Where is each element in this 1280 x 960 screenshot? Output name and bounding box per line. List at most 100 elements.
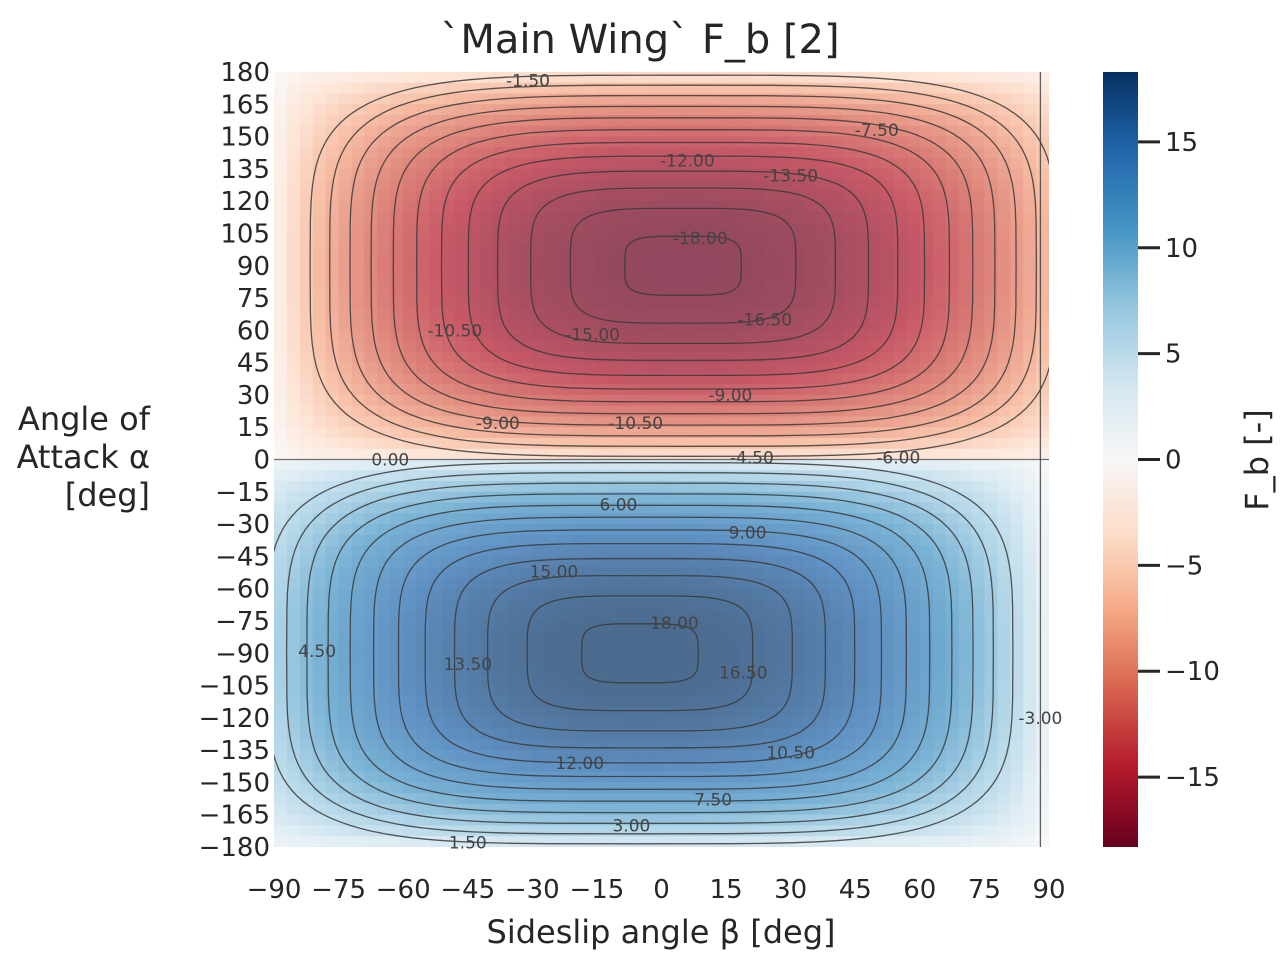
heatmap-cell (919, 427, 934, 439)
heatmap-cell (713, 222, 727, 235)
heatmap-cell (984, 265, 998, 278)
heatmap-cell (351, 534, 366, 547)
heatmap-cell (687, 330, 701, 342)
heatmap-cell (648, 394, 663, 407)
heatmap-cell (299, 491, 314, 504)
heatmap-cell (739, 545, 753, 557)
heatmap-cell (454, 620, 469, 633)
heatmap-cell (480, 427, 495, 439)
heatmap-cell (816, 513, 831, 525)
heatmap-cell (932, 211, 947, 224)
heatmap-cell (493, 287, 508, 299)
heatmap-cell (286, 104, 301, 116)
heatmap-cell (454, 362, 469, 374)
heatmap-cell (635, 825, 650, 837)
heatmap-cell (1036, 728, 1049, 740)
contour-line-positive (526, 595, 754, 712)
heatmap-cell (558, 373, 572, 385)
heatmap-cell (286, 513, 301, 525)
heatmap-cell (351, 136, 366, 148)
heatmap-cell (635, 362, 650, 374)
heatmap-cell (441, 319, 456, 331)
heatmap-cell (855, 416, 869, 428)
heatmap-cell (842, 158, 856, 170)
heatmap-cell (842, 491, 856, 504)
heatmap-cell (855, 674, 869, 687)
heatmap-cell (790, 481, 805, 493)
heatmap-cell (1036, 513, 1049, 525)
heatmap-cell (493, 717, 508, 730)
x-tick-label: −90 (247, 875, 302, 905)
heatmap-cell (855, 265, 869, 278)
heatmap-cell (609, 276, 624, 288)
heatmap-cell (312, 416, 327, 428)
heatmap-cell (274, 750, 288, 762)
heatmap-cell (932, 233, 947, 245)
heatmap-cell (429, 427, 443, 439)
heatmap-cell (596, 298, 611, 310)
y-tick-label: 120 (220, 187, 270, 217)
heatmap-cell (687, 265, 701, 278)
heatmap-cell (803, 93, 818, 105)
heatmap-cell (429, 93, 443, 105)
heatmap-cell (829, 179, 843, 191)
heatmap-cell (881, 362, 895, 374)
heatmap-cell (622, 782, 637, 794)
heatmap-cell (1023, 416, 1037, 428)
heatmap-cell (558, 836, 572, 847)
heatmap-cell (377, 836, 391, 847)
heatmap-cell (932, 588, 947, 601)
heatmap-cell (286, 427, 301, 439)
heatmap-cell (997, 362, 1011, 374)
heatmap-cell (403, 104, 417, 116)
heatmap-cell (661, 190, 676, 202)
heatmap-cell (493, 491, 508, 504)
heatmap-cell (829, 491, 843, 504)
heatmap-cell (351, 664, 366, 676)
heatmap-cell (584, 287, 598, 299)
heatmap-cell (286, 825, 301, 837)
heatmap-cell (506, 836, 521, 847)
heatmap-cell (751, 362, 766, 374)
heatmap-cell (480, 373, 495, 385)
heatmap-cell (661, 158, 676, 170)
heatmap-cell (274, 588, 288, 601)
heatmap-cell (739, 427, 753, 439)
heatmap-cell (803, 728, 818, 740)
heatmap-cell (467, 696, 482, 708)
heatmap-cell (364, 136, 378, 148)
heatmap-cell (519, 599, 533, 611)
heatmap-cell (881, 276, 895, 288)
heatmap-cell (829, 836, 843, 847)
heatmap-cell (739, 653, 753, 665)
heatmap-cell (764, 93, 779, 105)
heatmap-cell (816, 168, 831, 181)
heatmap-cell (906, 836, 921, 847)
heatmap-cell (325, 362, 340, 374)
heatmap-cell (816, 750, 831, 762)
heatmap-cell (932, 330, 947, 342)
heatmap-cell (1010, 448, 1024, 461)
heatmap-cell (1010, 125, 1024, 138)
heatmap-cell (906, 351, 921, 364)
heatmap-cell (803, 254, 818, 267)
heatmap-cell (558, 276, 572, 288)
heatmap-cell (558, 136, 572, 148)
heatmap-cell (286, 803, 301, 816)
heatmap-cell (480, 233, 495, 245)
heatmap-cell (286, 599, 301, 611)
heatmap-cell (984, 373, 998, 385)
heatmap-cell (971, 233, 986, 245)
heatmap-cell (674, 771, 688, 784)
heatmap-cell (945, 577, 960, 590)
heatmap-cell (739, 147, 753, 159)
heatmap-cell (751, 233, 766, 245)
heatmap-cell (558, 351, 572, 364)
heatmap-cell (377, 437, 391, 450)
heatmap-cell (351, 254, 366, 267)
heatmap-cell (274, 696, 288, 708)
contour-label: 7.50 (694, 791, 732, 811)
heatmap-cell (777, 610, 792, 622)
heatmap-cell (532, 750, 546, 762)
heatmap-cell (506, 588, 521, 601)
